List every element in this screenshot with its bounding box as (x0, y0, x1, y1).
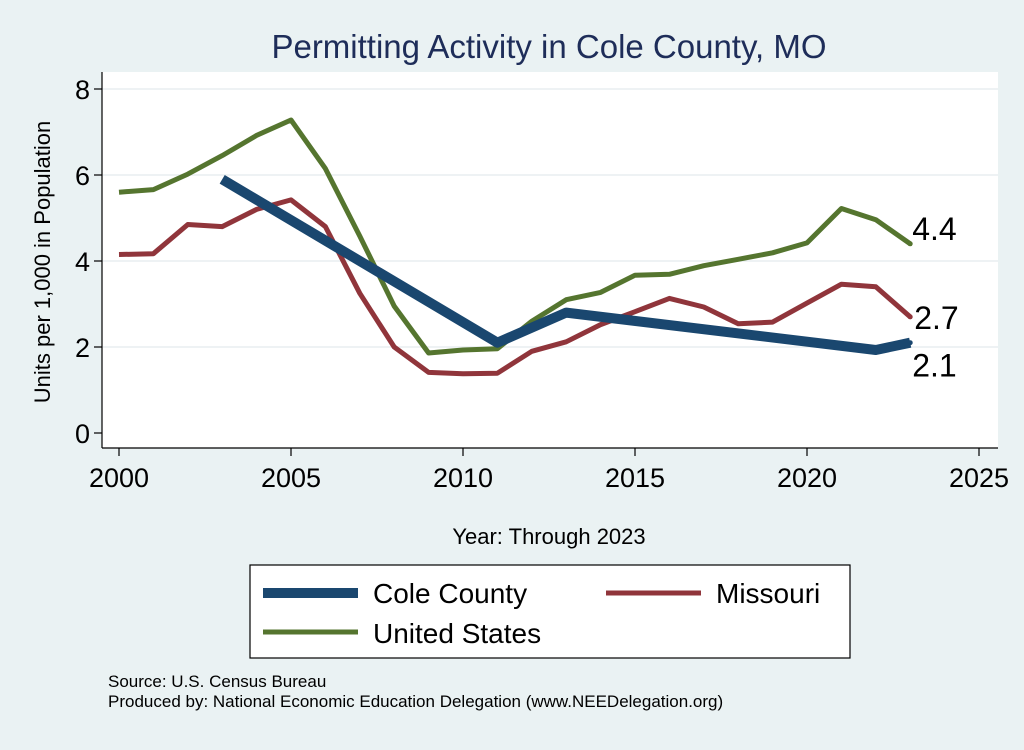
x-tick-label-2010: 2010 (433, 463, 493, 493)
series-lines (118, 117, 913, 377)
x-tick-label-2015: 2015 (605, 463, 665, 493)
legend-box (249, 564, 851, 659)
legend-label-cole-county: Cole County (373, 578, 527, 609)
series-end-point-missouri (907, 314, 913, 320)
y-tick-label-4: 4 (75, 247, 90, 277)
x-tick-label-2020: 2020 (777, 463, 837, 493)
axes: 0 2 4 6 8 2000 2005 2010 2015 2020 2025 (75, 72, 1009, 493)
end-label-cole-county: 2.1 (912, 348, 956, 384)
y-tick-label-0: 0 (75, 419, 90, 449)
source-note: Source: U.S. Census Bureau (108, 672, 327, 691)
y-tick-label-6: 6 (75, 161, 90, 191)
series-line-cole-county (219, 175, 912, 355)
series-line-missouri (118, 197, 912, 377)
produced-by-note: Produced by: National Economic Education… (108, 692, 724, 711)
x-tick-label-2025: 2025 (949, 463, 1009, 493)
y-tick-label-2: 2 (75, 333, 90, 363)
series-end-point-cole-county (907, 340, 913, 346)
x-tick-label-2005: 2005 (261, 463, 321, 493)
end-label-missouri: 2.7 (914, 300, 958, 336)
end-label-united-states: 4.4 (912, 211, 956, 247)
series-end-point-united-states (907, 241, 913, 247)
y-axis-label: Units per 1,000 in Population (30, 121, 55, 404)
legend-label-missouri: Missouri (716, 578, 820, 609)
legend-label-united-states: United States (373, 618, 541, 649)
plot-area (102, 72, 998, 448)
chart-title: Permitting Activity in Cole County, MO (271, 28, 826, 65)
end-labels: 2.1 2.7 4.4 (912, 211, 958, 384)
x-tick-label-2000: 2000 (89, 463, 149, 493)
legend: Cole County Missouri United States (249, 564, 851, 659)
y-tick-label-8: 8 (75, 75, 90, 105)
x-axis-label: Year: Through 2023 (452, 524, 645, 549)
